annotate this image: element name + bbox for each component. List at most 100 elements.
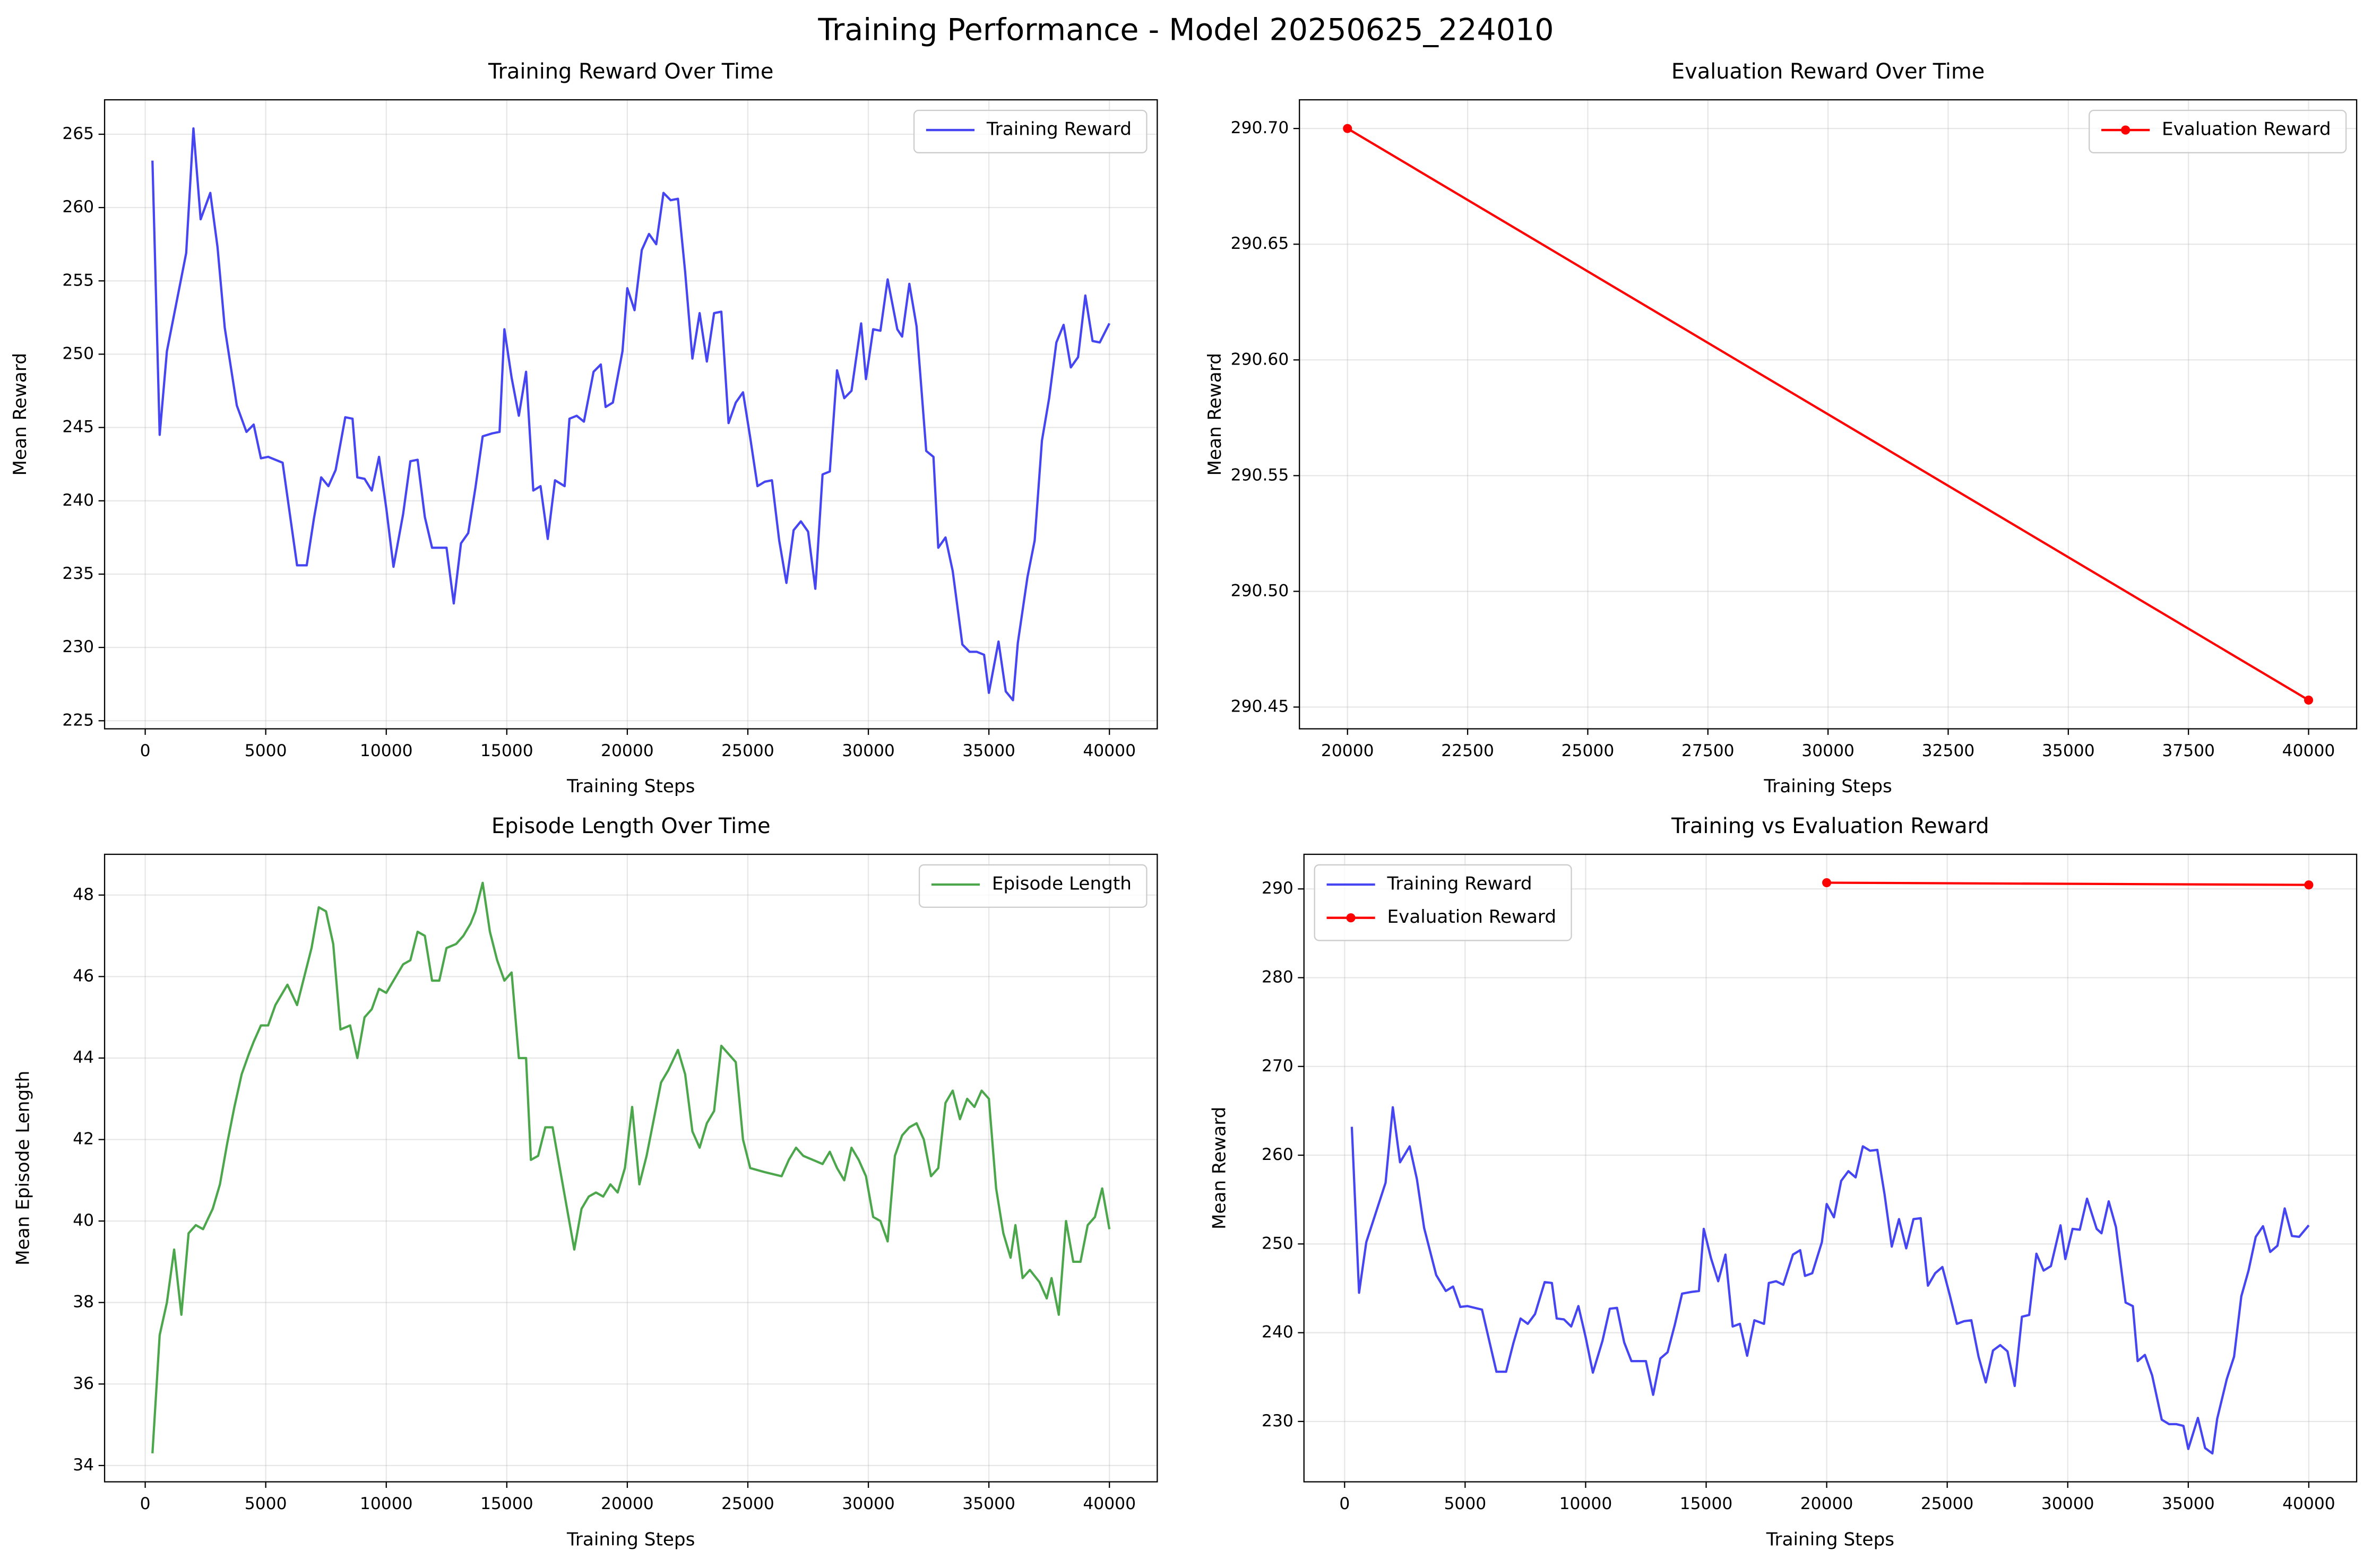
- y-axis-label: Mean Reward: [1204, 353, 1226, 475]
- x-tick-label: 15000: [1680, 1494, 1733, 1513]
- x-axis-label: Training Steps: [566, 1529, 695, 1550]
- x-tick-label: 10000: [1559, 1494, 1612, 1513]
- x-tick-label: 5000: [245, 741, 287, 760]
- x-tick-label: 20000: [1321, 741, 1374, 760]
- y-tick-label: 290.45: [1231, 697, 1289, 716]
- y-tick-label: 290.50: [1231, 581, 1289, 600]
- y-tick-label: 290.60: [1231, 350, 1289, 369]
- x-tick-label: 35000: [2042, 741, 2095, 760]
- legend-marker: [1346, 913, 1356, 923]
- x-tick-label: 32500: [1922, 741, 1975, 760]
- y-tick-label: 240: [62, 491, 94, 510]
- subplot-title: Training vs Evaluation Reward: [1671, 814, 1989, 838]
- y-tick-label: 48: [73, 885, 94, 904]
- x-tick-label: 30000: [842, 741, 895, 760]
- y-tick-label: 250: [1262, 1234, 1293, 1253]
- plot-frame: [103, 853, 1158, 1483]
- x-tick-label: 35000: [962, 741, 1015, 760]
- subplot: Training vs Evaluation Reward Training St…: [1209, 814, 2358, 1550]
- legend-box: [913, 109, 1148, 153]
- y-tick-label: 42: [73, 1130, 94, 1149]
- y-tick-label: 36: [73, 1374, 94, 1393]
- y-tick-label: 255: [62, 271, 94, 290]
- x-tick-label: 20000: [601, 741, 654, 760]
- x-tick-label: 20000: [601, 1494, 654, 1513]
- y-tick-label: 230: [62, 637, 94, 656]
- x-tick-label: 37500: [2162, 741, 2215, 760]
- legend-label: Training Reward: [1386, 873, 1532, 894]
- x-tick-label: 40000: [1083, 741, 1136, 760]
- y-tick-label: 44: [73, 1048, 94, 1067]
- y-tick-label: 34: [73, 1456, 94, 1475]
- legend-label: Training Reward: [986, 119, 1132, 140]
- subplot: Training Reward Over Time Training Steps M…: [10, 59, 1158, 797]
- y-tick-label: 265: [62, 124, 94, 143]
- y-tick-label: 245: [62, 418, 94, 437]
- x-tick-label: 35000: [2162, 1494, 2215, 1513]
- y-tick-label: 240: [1262, 1323, 1293, 1342]
- x-tick-label: 0: [1339, 1494, 1350, 1513]
- x-tick-label: 10000: [360, 741, 413, 760]
- y-tick-label: 260: [62, 197, 94, 216]
- x-tick-label: 30000: [2041, 1494, 2094, 1513]
- legend: Evaluation Reward: [2089, 109, 2347, 153]
- data-line: [1347, 127, 2309, 701]
- x-tick-label: 40000: [2282, 741, 2335, 760]
- y-tick-label: 290.65: [1231, 234, 1289, 253]
- subplot-title: Training Reward Over Time: [488, 59, 773, 84]
- legend-label: Evaluation Reward: [1387, 906, 1556, 928]
- x-tick-label: 25000: [721, 1494, 774, 1513]
- x-tick-label: 5000: [1444, 1494, 1487, 1513]
- x-tick-label: 27500: [1681, 741, 1735, 760]
- x-axis-label: Training Steps: [1763, 776, 1892, 797]
- legend-box: [2089, 109, 2347, 153]
- x-tick-label: 40000: [2282, 1494, 2335, 1513]
- y-axis-label: Mean Reward: [1209, 1107, 1230, 1229]
- subplot-title: Evaluation Reward Over Time: [1671, 59, 1985, 84]
- data-point: [1822, 878, 1832, 888]
- legend-box: [918, 864, 1148, 908]
- x-tick-label: 20000: [1800, 1494, 1853, 1513]
- data-line: [151, 881, 1111, 1453]
- y-tick-label: 38: [73, 1293, 94, 1312]
- y-tick-label: 290.55: [1231, 465, 1289, 484]
- data-point: [1343, 124, 1352, 133]
- x-tick-label: 0: [140, 741, 151, 760]
- y-tick-label: 230: [1262, 1411, 1293, 1431]
- data-line: [1350, 1106, 2310, 1455]
- x-tick-label: 0: [140, 1494, 151, 1513]
- legend: Training Reward: [913, 109, 1148, 153]
- x-tick-label: 22500: [1441, 741, 1494, 760]
- y-tick-label: 40: [73, 1211, 94, 1230]
- y-tick-label: 280: [1262, 968, 1293, 987]
- subplot: Evaluation Reward Over Time Training Step…: [1204, 59, 2358, 797]
- x-tick-label: 40000: [1083, 1494, 1136, 1513]
- x-tick-label: 25000: [1921, 1494, 1974, 1513]
- legend: Training Reward Evaluation Reward: [1314, 864, 1572, 941]
- figure-title: Training Performance - Model 20250625_22…: [817, 12, 1554, 47]
- x-tick-label: 35000: [962, 1494, 1015, 1513]
- subplot-title: Episode Length Over Time: [491, 814, 771, 838]
- legend-box: [1314, 864, 1572, 941]
- x-tick-label: 30000: [1801, 741, 1855, 760]
- y-tick-label: 235: [62, 564, 94, 583]
- legend-label: Evaluation Reward: [2162, 119, 2331, 140]
- x-tick-label: 5000: [245, 1494, 287, 1513]
- data-line: [151, 127, 1111, 701]
- y-tick-label: 270: [1262, 1056, 1293, 1076]
- x-tick-label: 25000: [1562, 741, 1615, 760]
- subplot: Episode Length Over Time Training Steps Me…: [13, 814, 1158, 1550]
- y-tick-label: 290: [1262, 879, 1293, 898]
- y-axis-label: Mean Reward: [10, 353, 31, 475]
- y-tick-label: 46: [73, 966, 94, 985]
- y-axis-label: Mean Episode Length: [13, 1071, 34, 1266]
- data-point: [2304, 695, 2314, 705]
- x-tick-label: 25000: [721, 741, 774, 760]
- x-tick-label: 30000: [842, 1494, 895, 1513]
- data-line: [1826, 881, 2309, 886]
- y-tick-label: 250: [62, 344, 94, 363]
- y-tick-label: 290.70: [1231, 118, 1289, 137]
